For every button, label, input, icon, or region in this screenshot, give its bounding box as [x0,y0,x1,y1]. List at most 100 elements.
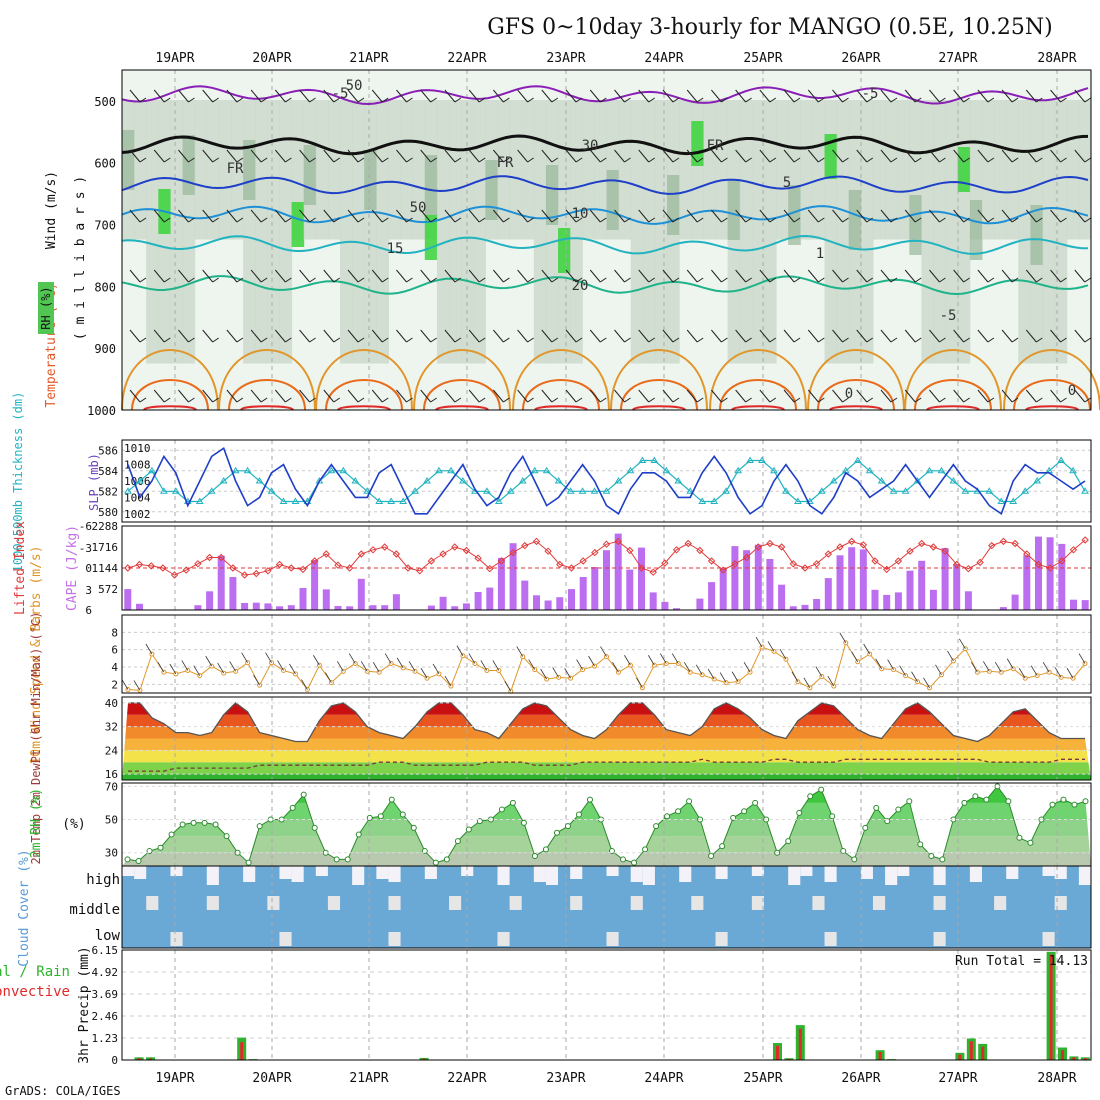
wind-barb-flag [1060,337,1067,343]
wind-barb [832,389,843,403]
wind-barb-flag [866,277,874,283]
wind-barb-flag [163,217,171,223]
li-point [217,553,225,562]
wind-barb [492,389,504,403]
wind-barb-flag [599,397,607,403]
cape-bar [603,550,610,610]
rh-legend-swatch [38,282,54,334]
wind-barb [783,329,795,343]
wind-barb-10m [982,661,990,672]
li-point [404,564,412,572]
rh-band [921,100,935,364]
wind-barb-flag [963,97,970,103]
rh-band [182,135,196,195]
thickness-point [782,487,790,494]
rh-band [642,100,656,364]
rh-point [531,853,538,860]
warm-contour [218,349,316,411]
wind-barb-flag [163,337,171,343]
wind-barb [614,389,625,403]
thickness-point [877,477,886,484]
cloud-high-gap [570,866,583,879]
rh-point [972,793,979,800]
temp-tick: 40 [105,697,118,710]
rh-band [122,130,135,190]
wind-barb [299,209,310,223]
rh-point [212,821,219,828]
rh-band [957,147,971,192]
li-point [567,564,576,572]
wind-barb-flag [890,157,898,163]
rh-band [739,100,753,364]
wind-barb [807,149,819,163]
li-point [322,550,331,558]
wind-barb [904,389,916,403]
wind-barb-10m [420,668,428,679]
cloud-high-gap [1006,866,1019,879]
wind-barb-flag [963,217,970,223]
chart-title: GFS 0~10day 3-hourly for MANGO (0.5E, 10… [487,15,1053,40]
wind-barb-flag [1011,277,1019,283]
wind-barb-flag [769,397,777,403]
thickness-point [602,487,611,494]
wind-barb [953,269,965,283]
rh-point [377,813,384,820]
wind-barb-flag [188,337,195,343]
li-point [929,543,938,551]
rh-axis-label: RH (%) [39,286,53,329]
wind-barb-flag [1011,97,1019,103]
rh-point [564,823,571,830]
date-label-bottom: 22APR [447,1071,486,1086]
warm-contour [829,405,883,411]
contour-label: FR [707,138,724,154]
li-point [742,553,751,562]
wind-barb [250,269,262,283]
thickness-point [1009,497,1018,504]
cape-bar [369,605,377,610]
precip-conv-bar [422,1058,426,1060]
wind-barb-flag [745,97,752,103]
temp-band [122,726,1091,739]
wind-barb-flag [236,217,244,223]
cape-bar [486,587,494,610]
wind-barb [299,89,310,103]
wind-barb-10m [827,675,835,687]
li-point [486,564,494,573]
rh-point [124,856,131,863]
wind-barb [396,329,407,343]
wind-barb-10m [336,661,344,672]
wind-barb [420,329,432,343]
wind-barb [323,389,335,403]
wind-barb-flag [624,157,631,163]
thickness-point [148,466,156,474]
cloud-high-gap [788,866,801,885]
wind-barb-10m [851,651,859,663]
wind-barb-10m [636,677,643,689]
rh-band [1054,100,1068,364]
wind-barb [880,269,892,283]
li-point [766,539,774,548]
wind-panel: 2 4 6 8 [111,615,1091,694]
cape-bar [509,543,517,610]
cloud-high-gap [279,866,292,879]
wind-barb-flag [866,157,874,163]
wind-barb-10m [624,655,631,666]
rh-point [862,824,869,831]
rh-point [410,824,417,831]
thickness-point [566,487,575,494]
cape-bar [287,605,295,610]
wind-barb-flag [309,217,316,223]
wind-barb-flag [139,97,147,103]
wind-barb-10m [396,657,404,669]
wind-barb [759,209,771,223]
wind-barb-10m [121,679,129,690]
thickness-point [913,477,922,484]
cape-bar [1023,555,1031,610]
wind-barb [226,209,238,223]
cloud-high-gap [134,866,147,879]
wind-barb-10m [971,661,978,673]
cloud-high-gap [679,866,692,882]
wind-barb-flag [939,157,946,163]
wind-barb-flag [842,157,849,163]
wind-tick: 6 [111,644,118,657]
